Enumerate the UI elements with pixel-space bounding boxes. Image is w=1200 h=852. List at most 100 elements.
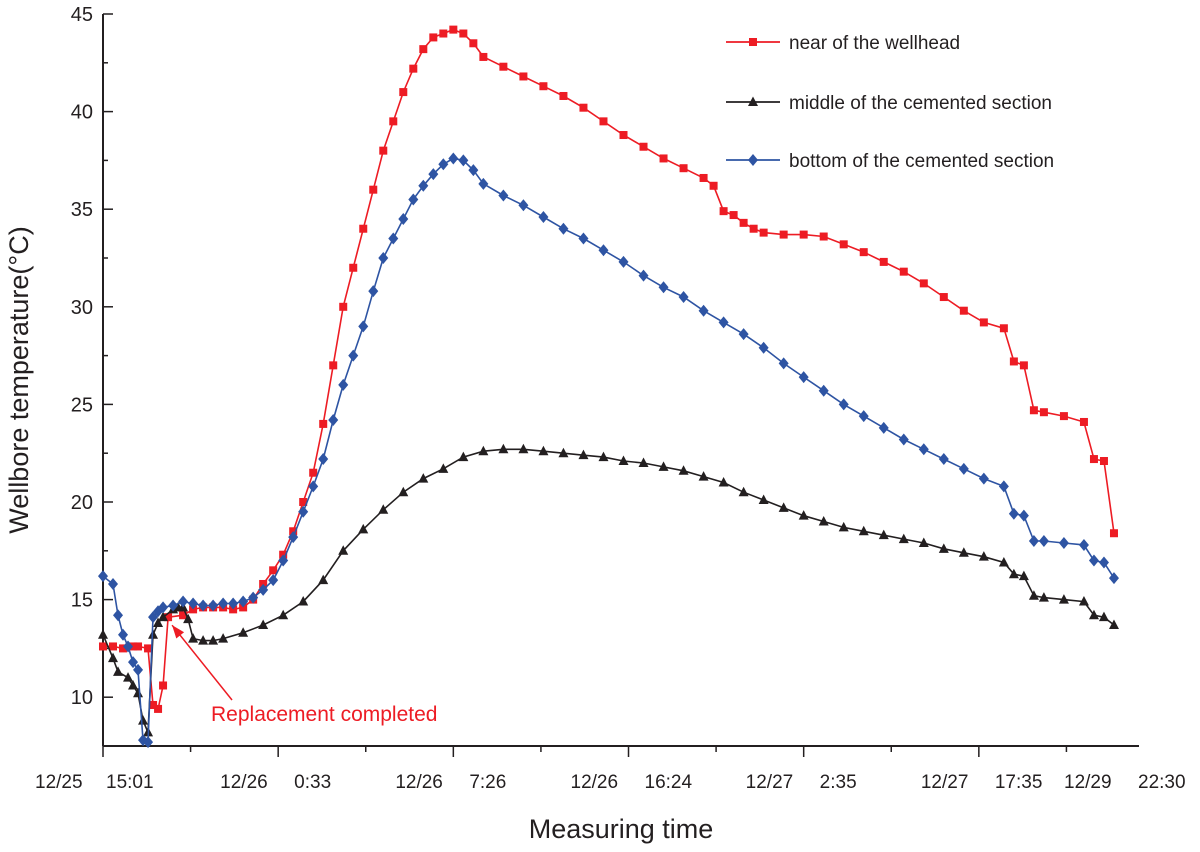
- data-point: [458, 451, 469, 462]
- x-tick-time: 7:26: [469, 772, 506, 793]
- data-point: [478, 177, 489, 190]
- data-point: [719, 207, 728, 216]
- legend-marker: [748, 154, 758, 166]
- data-point: [899, 267, 908, 276]
- data-point: [538, 211, 549, 224]
- data-point: [678, 465, 689, 475]
- data-point: [978, 472, 989, 485]
- data-point: [309, 468, 318, 477]
- data-point: [818, 516, 829, 526]
- legend: near of the wellhead middle of the cement…: [726, 33, 1054, 172]
- data-point: [858, 525, 869, 536]
- y-tick-label: 35: [71, 199, 93, 221]
- data-point: [678, 291, 689, 304]
- data-point: [208, 599, 219, 612]
- data-point: [1079, 417, 1088, 426]
- data-point: [123, 640, 134, 653]
- data-point: [979, 318, 988, 327]
- y-tick-label: 20: [71, 492, 93, 514]
- data-point: [238, 595, 249, 608]
- data-point: [218, 597, 229, 610]
- data-point: [298, 505, 309, 518]
- data-point: [398, 212, 409, 225]
- data-point: [759, 228, 768, 237]
- data-point: [258, 619, 269, 629]
- data-point: [418, 473, 429, 483]
- data-point: [218, 633, 229, 643]
- data-point: [428, 168, 439, 181]
- data-point: [158, 601, 169, 614]
- data-point: [778, 357, 789, 370]
- data-point: [879, 257, 888, 266]
- data-point: [999, 324, 1008, 333]
- data-point: [659, 154, 668, 163]
- data-point: [448, 152, 459, 165]
- data-point: [429, 33, 438, 42]
- data-point: [153, 617, 164, 628]
- data-point: [619, 131, 628, 140]
- data-point: [1099, 457, 1108, 466]
- data-point: [598, 451, 609, 462]
- data-point: [1078, 538, 1089, 551]
- y-axis-title: Wellbore temperature(°C): [4, 226, 34, 533]
- data-point: [118, 628, 129, 641]
- data-point: [1088, 609, 1099, 620]
- data-point: [838, 398, 849, 411]
- data-point: [133, 663, 144, 676]
- data-point: [699, 173, 708, 182]
- data-point: [1098, 556, 1109, 569]
- data-point: [1059, 412, 1068, 421]
- data-point: [143, 736, 154, 749]
- data-point: [144, 644, 153, 653]
- x-tick-time: 16:24: [645, 772, 693, 793]
- data-point: [329, 361, 338, 370]
- data-point: [1029, 406, 1038, 415]
- series-line: [102, 157, 1115, 744]
- data-point: [164, 613, 173, 622]
- data-point: [438, 158, 449, 171]
- data-point: [918, 443, 929, 456]
- data-point: [113, 666, 124, 676]
- data-point: [598, 244, 609, 257]
- data-point: [158, 611, 169, 622]
- data-point: [1088, 554, 1099, 567]
- data-point: [159, 681, 168, 690]
- data-point: [1028, 535, 1039, 548]
- data-point: [359, 224, 368, 233]
- data-point: [188, 633, 199, 643]
- legend-label: near of the wellhead: [789, 33, 960, 54]
- data-point: [578, 232, 589, 245]
- data-point: [1108, 619, 1119, 629]
- data-point: [1019, 361, 1028, 370]
- data-point: [338, 545, 349, 555]
- data-point: [1018, 509, 1029, 522]
- data-point: [798, 371, 809, 384]
- data-point: [658, 461, 669, 471]
- data-point: [338, 378, 349, 391]
- legend-marker: [748, 96, 758, 106]
- data-point: [779, 230, 788, 239]
- data-point: [618, 255, 629, 268]
- data-point: [958, 547, 969, 557]
- legend-item-1: middle of the cemented section: [726, 93, 1052, 114]
- x-tick-date: 12/26: [571, 772, 619, 793]
- data-point: [1078, 596, 1089, 606]
- data-point: [109, 642, 118, 651]
- data-point: [358, 523, 369, 534]
- data-point: [183, 613, 194, 624]
- data-point: [248, 591, 259, 604]
- data-point: [739, 218, 748, 227]
- data-point: [939, 293, 948, 302]
- legend-label: bottom of the cemented section: [789, 151, 1054, 172]
- data-point: [409, 64, 418, 73]
- data-point: [198, 599, 209, 612]
- data-point: [358, 320, 369, 333]
- data-point: [379, 146, 388, 155]
- data-point: [378, 504, 389, 514]
- data-point: [278, 609, 289, 620]
- data-point: [389, 117, 398, 126]
- y-tick-label: 15: [71, 590, 93, 612]
- data-point: [799, 230, 808, 239]
- data-point: [399, 88, 408, 97]
- legend-item-2: bottom of the cemented section: [726, 151, 1054, 172]
